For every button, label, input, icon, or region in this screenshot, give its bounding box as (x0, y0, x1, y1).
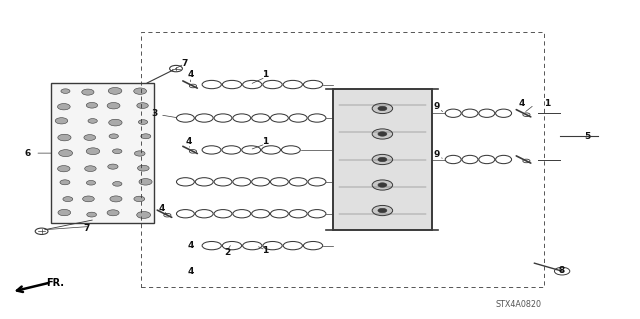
Circle shape (58, 209, 70, 216)
Text: STX4A0820: STX4A0820 (495, 300, 541, 309)
Circle shape (113, 149, 122, 153)
Text: 1: 1 (544, 99, 550, 108)
Circle shape (58, 134, 71, 141)
Circle shape (378, 132, 387, 136)
Circle shape (378, 157, 387, 162)
Text: 7: 7 (181, 59, 188, 68)
Text: 1: 1 (262, 246, 269, 255)
Text: 9: 9 (434, 150, 440, 159)
Circle shape (372, 205, 393, 216)
Circle shape (86, 181, 95, 185)
Circle shape (138, 120, 148, 124)
Circle shape (137, 103, 148, 108)
Circle shape (134, 196, 145, 202)
Circle shape (87, 212, 97, 217)
Circle shape (134, 151, 145, 156)
Circle shape (63, 197, 73, 202)
Circle shape (137, 211, 150, 219)
Text: 4: 4 (158, 204, 164, 213)
Circle shape (141, 134, 151, 139)
Circle shape (61, 89, 70, 93)
Circle shape (378, 106, 387, 111)
Circle shape (378, 183, 387, 187)
Circle shape (55, 118, 68, 124)
Circle shape (372, 154, 393, 165)
FancyBboxPatch shape (333, 89, 432, 230)
Text: 8: 8 (559, 266, 565, 275)
Circle shape (59, 150, 72, 157)
Text: 4: 4 (188, 241, 194, 250)
Text: 4: 4 (188, 70, 194, 79)
Text: 4: 4 (186, 137, 192, 146)
Circle shape (88, 119, 97, 123)
Text: 1: 1 (262, 137, 269, 146)
Circle shape (372, 180, 393, 190)
Text: FR.: FR. (46, 278, 64, 288)
Text: 4: 4 (188, 267, 194, 276)
Text: 7: 7 (83, 224, 90, 233)
Circle shape (84, 166, 96, 172)
Text: 3: 3 (152, 109, 158, 118)
Circle shape (372, 129, 393, 139)
Circle shape (58, 166, 70, 172)
Circle shape (58, 104, 70, 110)
Circle shape (82, 89, 94, 95)
Circle shape (86, 102, 98, 108)
Circle shape (60, 180, 70, 185)
Circle shape (109, 119, 122, 126)
Text: 9: 9 (434, 102, 440, 111)
Circle shape (107, 210, 119, 216)
Text: 4: 4 (518, 99, 525, 108)
Circle shape (107, 102, 120, 109)
Circle shape (110, 196, 122, 202)
Circle shape (84, 135, 95, 140)
Circle shape (83, 196, 94, 202)
Text: 5: 5 (584, 132, 591, 141)
Circle shape (134, 88, 147, 94)
Text: 6: 6 (24, 149, 31, 158)
Circle shape (86, 148, 100, 155)
Text: 1: 1 (262, 70, 269, 79)
Circle shape (378, 208, 387, 213)
Text: 2: 2 (224, 248, 230, 256)
Circle shape (372, 103, 393, 114)
Circle shape (108, 87, 122, 94)
Circle shape (109, 134, 118, 138)
Circle shape (113, 182, 122, 186)
Circle shape (108, 164, 118, 169)
Circle shape (139, 179, 152, 185)
Circle shape (138, 165, 149, 171)
FancyBboxPatch shape (51, 83, 154, 223)
